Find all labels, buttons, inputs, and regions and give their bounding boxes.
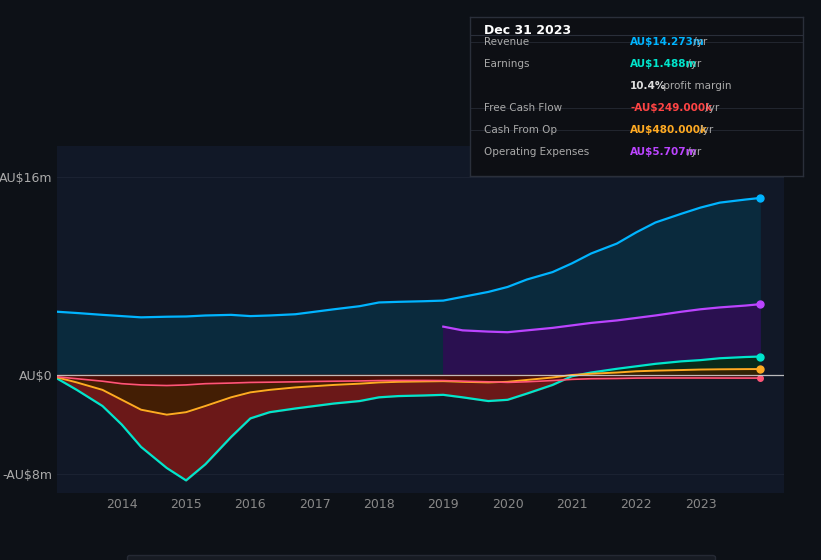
Text: /yr: /yr <box>696 125 713 135</box>
Text: -AU$249.000k: -AU$249.000k <box>630 103 712 113</box>
Text: AU$1.488m: AU$1.488m <box>630 59 697 69</box>
Text: Revenue: Revenue <box>484 37 529 46</box>
Text: Operating Expenses: Operating Expenses <box>484 147 589 157</box>
Text: Dec 31 2023: Dec 31 2023 <box>484 24 571 37</box>
Text: Cash From Op: Cash From Op <box>484 125 557 135</box>
Text: Free Cash Flow: Free Cash Flow <box>484 103 562 113</box>
Text: Earnings: Earnings <box>484 59 530 69</box>
Text: /yr: /yr <box>684 147 701 157</box>
Text: AU$14.273m: AU$14.273m <box>630 37 704 46</box>
Text: profit margin: profit margin <box>660 81 732 91</box>
Text: /yr: /yr <box>702 103 719 113</box>
Text: AU$5.707m: AU$5.707m <box>630 147 698 157</box>
Text: AU$480.000k: AU$480.000k <box>630 125 708 135</box>
Text: /yr: /yr <box>684 59 701 69</box>
Text: 10.4%: 10.4% <box>630 81 667 91</box>
Text: /yr: /yr <box>690 37 707 46</box>
Legend: Revenue, Earnings, Free Cash Flow, Cash From Op, Operating Expenses: Revenue, Earnings, Free Cash Flow, Cash … <box>127 554 714 560</box>
